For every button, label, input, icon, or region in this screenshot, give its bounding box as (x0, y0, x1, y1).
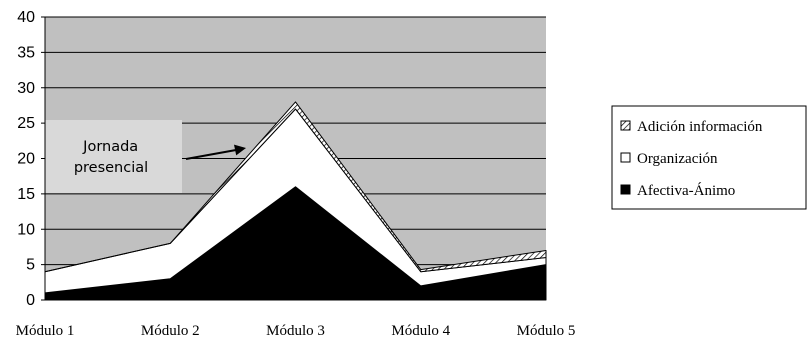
legend-box (611, 105, 807, 210)
callout-line-1: Jornada (82, 139, 138, 155)
legend-swatch-adicion (620, 120, 631, 131)
x-tick-label: Módulo 2 (141, 323, 200, 339)
legend: Adición información Organización Afectiv… (611, 105, 807, 210)
y-tick-label: 10 (17, 221, 35, 238)
y-tick-label: 25 (17, 115, 35, 132)
y-tick-label: 40 (17, 9, 35, 26)
legend-swatch-afectiva (620, 184, 631, 195)
y-tick-label: 30 (17, 80, 35, 97)
y-tick-label: 5 (26, 257, 35, 274)
y-tick-label: 15 (17, 186, 35, 203)
callout-arrow-line (185, 149, 237, 160)
y-tick-label: 0 (26, 292, 35, 309)
callout-text: Jornada presencial (74, 139, 148, 176)
legend-label-afectiva: Afectiva-Ánimo (637, 182, 735, 199)
callout-box (45, 120, 182, 193)
y-tick-label: 20 (17, 151, 35, 168)
y-tick-label: 35 (17, 44, 35, 61)
plot-area: Jornada presencial (44, 16, 547, 301)
x-axis-ticks: Módulo 1 Módulo 2 Módulo 3 Módulo 4 Módulo 5 (16, 323, 576, 339)
annotation-callout: Jornada presencial (45, 120, 246, 193)
legend-swatch-organizacion (620, 152, 631, 163)
callout-arrowhead (234, 144, 246, 156)
x-tick-label: Módulo 5 (517, 323, 576, 339)
y-axis-ticks: 0 5 10 15 20 25 30 35 40 (17, 9, 45, 309)
x-tick-label: Módulo 1 (16, 323, 75, 339)
legend-label-adicion: Adición información (637, 119, 763, 135)
legend-label-organizacion: Organización (637, 151, 718, 167)
x-tick-label: Módulo 4 (391, 323, 450, 339)
area-series-3 (44, 101, 547, 273)
x-tick-label: Módulo 3 (266, 323, 325, 339)
callout-line-2: presencial (74, 160, 148, 176)
